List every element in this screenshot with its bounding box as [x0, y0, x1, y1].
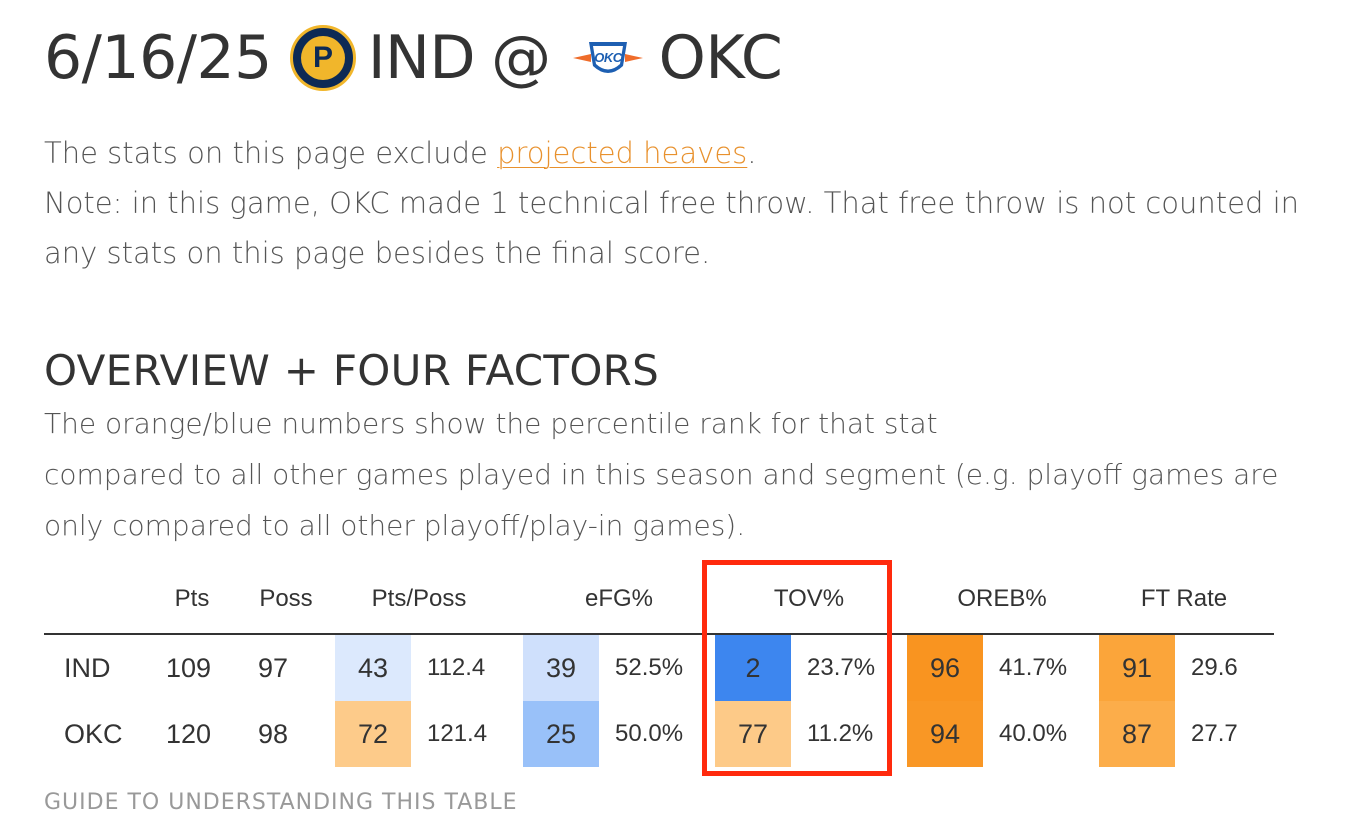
efg-cell: 52.5% — [615, 654, 684, 681]
ft-rate-percentile: 91 — [1099, 635, 1175, 701]
oreb-percentile: 94 — [907, 701, 983, 767]
four-factors-table: Pts Poss Pts/Poss eFG% TOV% OREB% FT Rat… — [44, 575, 1274, 767]
efg-percentile: 25 — [523, 701, 599, 767]
pts-poss-cell: 121.4 — [427, 720, 488, 747]
tov-cell: 23.7% — [807, 654, 876, 681]
header-oreb: OREB% — [957, 585, 1047, 612]
team-cell: OKC — [64, 718, 123, 749]
away-team-abbr: IND — [367, 22, 476, 93]
tov-percentile: 77 — [715, 701, 791, 767]
header-pts-poss: Pts/Poss — [371, 585, 467, 612]
at-symbol: @ — [491, 22, 551, 93]
oreb-percentile: 96 — [907, 635, 983, 701]
header-efg: eFG% — [584, 585, 653, 612]
ft-rate-cell: 29.6 — [1191, 654, 1238, 681]
pts-cell: 109 — [166, 652, 212, 683]
svg-text:OKC: OKC — [594, 50, 623, 65]
pts-cell: 120 — [166, 718, 212, 749]
intro-line: The stats on this page exclude — [44, 136, 498, 170]
pts-poss-percentile: 72 — [335, 701, 411, 767]
header-tov: TOV% — [773, 585, 845, 612]
pts-poss-percentile: 43 — [335, 635, 411, 701]
ft-rate-percentile: 87 — [1099, 701, 1175, 767]
game-date: 6/16/25 — [44, 22, 272, 93]
pts-poss-cell: 112.4 — [427, 654, 486, 681]
intro-text: The stats on this page exclude projected… — [44, 128, 1344, 278]
thunder-logo-icon: OKC — [572, 41, 643, 73]
header-pts: Pts — [174, 585, 210, 612]
section-title: OVERVIEW + FOUR FACTORS — [44, 346, 660, 395]
efg-percentile: 39 — [523, 635, 599, 701]
header-poss: Poss — [259, 585, 313, 612]
poss-cell: 97 — [258, 652, 289, 683]
header-ft-rate: FT Rate — [1140, 585, 1228, 612]
projected-heaves-link[interactable]: projected heaves — [497, 136, 748, 170]
note-text: Note: in this game, OKC made 1 technical… — [44, 186, 1300, 270]
poss-cell: 98 — [258, 718, 289, 749]
pacers-logo-icon: P — [289, 24, 356, 91]
ft-rate-cell: 27.7 — [1191, 720, 1238, 747]
guide-link[interactable]: GUIDE TO UNDERSTANDING THIS TABLE — [44, 790, 518, 815]
tov-cell: 11.2% — [807, 720, 874, 747]
team-cell: IND — [64, 652, 111, 683]
efg-cell: 50.0% — [615, 720, 684, 747]
tov-percentile: 2 — [715, 635, 791, 701]
game-title: 6/16/25 P IND @ OKC OKC — [44, 20, 783, 95]
tov-highlight-box — [702, 560, 892, 776]
table-row: IND 109 97 43 112.4 39 52.5% 2 23.7% 96 … — [44, 635, 1274, 701]
table-header: Pts Poss Pts/Poss eFG% TOV% OREB% FT Rat… — [44, 575, 1274, 635]
home-team-abbr: OKC — [658, 22, 783, 93]
section-description: The orange/blue numbers show the percent… — [44, 407, 1279, 542]
oreb-cell: 40.0% — [999, 720, 1068, 747]
table-row: OKC 120 98 72 121.4 25 50.0% 77 11.2% 94… — [44, 701, 1274, 767]
oreb-cell: 41.7% — [999, 654, 1068, 681]
